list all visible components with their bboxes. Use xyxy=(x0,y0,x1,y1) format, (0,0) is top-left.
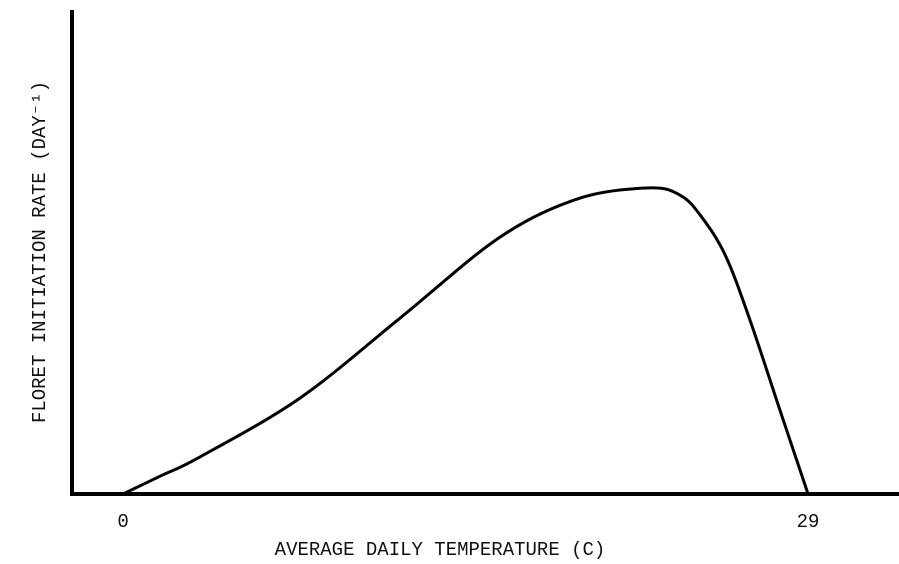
x-tick-label: 29 xyxy=(797,511,820,533)
x-tick-label: 0 xyxy=(117,511,128,533)
data-line xyxy=(122,186,810,496)
y-axis-label: FLORET INITIATION RATE (DAY⁻¹) xyxy=(29,81,51,423)
x-axis-label: AVERAGE DAILY TEMPERATURE (C) xyxy=(275,539,606,561)
